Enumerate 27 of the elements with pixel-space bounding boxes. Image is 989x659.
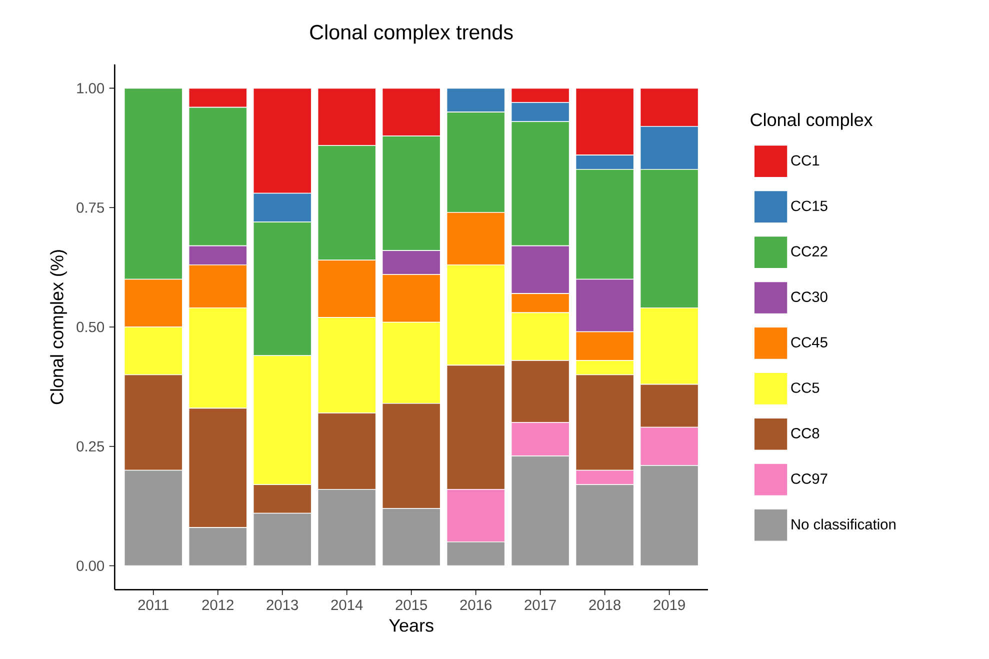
legend-title: Clonal complex <box>750 112 873 130</box>
x-tick-label: 2016 <box>460 600 492 610</box>
x-tick-label: 2011 <box>138 600 168 610</box>
x-tick-label: 2018 <box>589 600 620 610</box>
chart-title: Clonal complex trends <box>310 24 513 44</box>
y-axis-title: Clonal complex (%) <box>50 250 67 404</box>
y-tick-label: 0.75 <box>76 202 104 213</box>
x-axis-title: Years <box>389 619 434 632</box>
legend-label: CC30 <box>791 292 828 302</box>
x-tick-label: 2019 <box>654 600 685 610</box>
legend-label: CC1 <box>791 155 820 166</box>
legend-label: CC8 <box>791 428 820 438</box>
legend-label: CC97 <box>791 473 828 484</box>
x-tick-label: 2013 <box>266 600 298 610</box>
y-tick-label: 0.25 <box>76 441 104 452</box>
legend-label: No classification <box>792 518 896 530</box>
y-tick-label: 0.50 <box>76 322 104 332</box>
legend-label: CC5 <box>791 382 820 393</box>
legend-label: CC45 <box>791 337 828 348</box>
x-tick-label: 2012 <box>202 600 234 610</box>
x-tick-label: 2015 <box>396 600 428 610</box>
legend-label: CC22 <box>791 246 828 257</box>
y-tick-label: 1.00 <box>77 83 104 94</box>
x-tick-label: 2014 <box>331 600 363 610</box>
legend-label: CC15 <box>791 200 828 212</box>
y-tick-label: 0.00 <box>76 560 104 571</box>
x-tick-label: 2017 <box>524 600 556 610</box>
